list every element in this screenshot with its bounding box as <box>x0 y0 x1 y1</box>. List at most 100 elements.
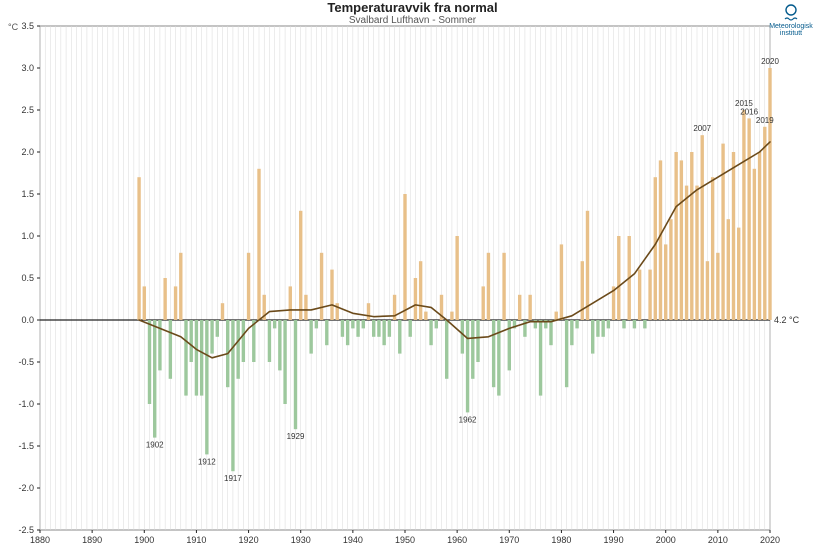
x-tick-label: 1910 <box>186 535 206 545</box>
bar <box>325 320 328 345</box>
bar <box>560 244 563 320</box>
bar <box>596 320 599 337</box>
bar <box>502 253 505 320</box>
bar <box>403 194 406 320</box>
bar <box>648 270 651 320</box>
bar <box>607 320 610 328</box>
bar <box>252 320 255 362</box>
bar <box>153 320 156 438</box>
bar <box>148 320 151 404</box>
svg-text:institutt: institutt <box>780 30 802 37</box>
x-tick-label: 1960 <box>447 535 467 545</box>
x-tick-label: 1890 <box>82 535 102 545</box>
bar <box>763 127 766 320</box>
bar <box>461 320 464 354</box>
bar <box>768 68 771 320</box>
y-tick-label: -2.0 <box>18 483 34 493</box>
bar <box>414 278 417 320</box>
bar <box>273 320 276 328</box>
bar <box>737 228 740 320</box>
bar <box>487 253 490 320</box>
y-tick-label: -2.5 <box>18 525 34 535</box>
callout-label: 2019 <box>756 116 774 125</box>
bar <box>169 320 172 379</box>
chart-subtitle: Svalbard Lufthavn - Sommer <box>349 15 477 26</box>
bar <box>190 320 193 362</box>
bar <box>659 160 662 320</box>
bar <box>398 320 401 354</box>
bar <box>601 320 604 337</box>
chart-container: 4.2 °C-2.5-2.0-1.5-1.0-0.50.00.51.01.52.… <box>0 0 825 550</box>
x-tick-label: 1930 <box>291 535 311 545</box>
bar <box>195 320 198 396</box>
bar <box>356 320 359 337</box>
y-tick-label: 3.5 <box>21 21 34 31</box>
x-tick-label: 1950 <box>395 535 415 545</box>
bar <box>330 270 333 320</box>
bar <box>492 320 495 387</box>
bar <box>622 320 625 328</box>
bar <box>555 312 558 320</box>
x-tick-label: 2000 <box>656 535 676 545</box>
bar <box>351 320 354 328</box>
bar <box>586 211 589 320</box>
bar <box>320 253 323 320</box>
x-tick-label: 2020 <box>760 535 780 545</box>
bar <box>221 303 224 320</box>
bar <box>742 110 745 320</box>
x-tick-label: 1980 <box>551 535 571 545</box>
y-unit: °C <box>8 22 19 32</box>
bar <box>758 152 761 320</box>
bar <box>205 320 208 454</box>
bar <box>294 320 297 429</box>
bar <box>476 320 479 362</box>
bar <box>184 320 187 396</box>
bar <box>664 244 667 320</box>
y-tick-label: 0.5 <box>21 273 34 283</box>
bar <box>429 320 432 345</box>
bar <box>377 320 380 337</box>
bar <box>210 320 213 354</box>
bar <box>179 253 182 320</box>
bar <box>143 286 146 320</box>
bar <box>174 286 177 320</box>
bar <box>669 219 672 320</box>
bar <box>257 169 260 320</box>
bar <box>419 261 422 320</box>
bar <box>690 152 693 320</box>
bar <box>638 270 641 320</box>
bar <box>581 261 584 320</box>
bar <box>435 320 438 328</box>
y-tick-label: 1.5 <box>21 189 34 199</box>
bar <box>367 303 370 320</box>
bar <box>382 320 385 345</box>
bar <box>450 312 453 320</box>
callout-label: 2020 <box>761 57 779 66</box>
bar <box>362 320 365 328</box>
bar <box>289 286 292 320</box>
bar <box>539 320 542 396</box>
bar <box>309 320 312 354</box>
callout-label: 1929 <box>287 432 305 441</box>
bar <box>455 236 458 320</box>
zero-label: 4.2 °C <box>774 315 800 325</box>
bar <box>643 320 646 328</box>
bar <box>680 160 683 320</box>
bar <box>299 211 302 320</box>
y-tick-label: 0.0 <box>21 315 34 325</box>
bar <box>388 320 391 337</box>
x-tick-label: 1970 <box>499 535 519 545</box>
y-tick-label: -0.5 <box>18 357 34 367</box>
bar <box>466 320 469 412</box>
svg-text:Meteorologisk: Meteorologisk <box>769 23 813 30</box>
y-tick-label: 1.0 <box>21 231 34 241</box>
bar <box>565 320 568 387</box>
bar <box>304 295 307 320</box>
bar <box>716 253 719 320</box>
bar <box>591 320 594 354</box>
bar <box>528 295 531 320</box>
callout-label: 1962 <box>459 415 477 424</box>
bar <box>137 177 140 320</box>
bar <box>242 320 245 362</box>
bar <box>216 320 219 337</box>
